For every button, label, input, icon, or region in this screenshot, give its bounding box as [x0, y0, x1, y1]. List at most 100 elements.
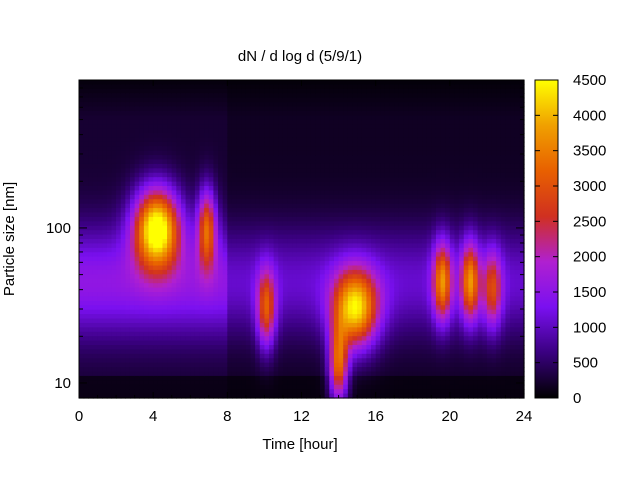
heatmap-cell	[167, 278, 173, 284]
heatmap-cell	[310, 239, 317, 245]
heatmap-cell	[190, 389, 196, 395]
heatmap-cell	[361, 353, 367, 359]
heatmap-cell	[384, 261, 391, 267]
heatmap-cell	[287, 155, 293, 161]
heatmap-cell	[88, 349, 94, 355]
heatmap-cell	[194, 124, 201, 130]
heatmap-cell	[366, 128, 372, 134]
heatmap-cell	[324, 208, 330, 214]
heatmap-cell	[106, 102, 113, 108]
heatmap-cell	[333, 124, 340, 130]
heatmap-cell	[199, 97, 205, 103]
heatmap-cell	[343, 380, 349, 386]
heatmap-cell	[139, 115, 145, 121]
heatmap-cell	[352, 261, 358, 267]
heatmap-cell	[162, 212, 168, 218]
heatmap-cell	[315, 163, 321, 169]
heatmap-cell	[88, 239, 94, 245]
heatmap-cell	[97, 150, 103, 156]
heatmap-cell	[259, 287, 266, 293]
heatmap-cell	[134, 340, 140, 346]
heatmap-cell	[287, 283, 293, 289]
heatmap-cell	[320, 375, 326, 381]
heatmap-cell	[310, 124, 317, 130]
heatmap-cell	[352, 181, 358, 187]
heatmap-cell	[185, 362, 191, 368]
heatmap-cell	[92, 274, 99, 280]
heatmap-cell	[398, 168, 405, 174]
heatmap-cell	[167, 137, 173, 143]
heatmap-cell	[213, 115, 219, 121]
heatmap-cell	[125, 225, 131, 231]
heatmap-cell	[333, 93, 340, 99]
heatmap-cell	[338, 380, 344, 386]
heatmap-cell	[282, 80, 289, 86]
heatmap-cell	[213, 216, 219, 222]
heatmap-cell	[282, 119, 289, 125]
heatmap-cell	[218, 331, 224, 337]
heatmap-cell	[269, 314, 275, 320]
heatmap-cell	[380, 80, 386, 86]
heatmap-cell	[306, 88, 312, 94]
heatmap-cell	[134, 172, 140, 178]
heatmap-cell	[296, 353, 303, 359]
heatmap-cell	[389, 247, 395, 253]
heatmap-cell	[222, 110, 228, 116]
heatmap-cell	[148, 190, 154, 196]
heatmap-cell	[227, 318, 233, 324]
heatmap-cell	[162, 119, 168, 125]
heatmap-cell	[361, 265, 367, 271]
heatmap-cell	[320, 177, 326, 183]
heatmap-cell	[375, 296, 381, 302]
heatmap-cell	[227, 124, 233, 130]
heatmap-cell	[79, 115, 85, 121]
heatmap-cell	[176, 371, 182, 377]
heatmap-cell	[129, 88, 136, 94]
heatmap-cell	[120, 194, 126, 200]
heatmap-cell	[338, 172, 344, 178]
heatmap-cell	[190, 265, 196, 271]
heatmap-cell	[269, 115, 275, 121]
heatmap-cell	[375, 194, 381, 200]
heatmap-cell	[384, 110, 391, 116]
heatmap-cell	[120, 146, 126, 152]
heatmap-cell	[97, 177, 103, 183]
heatmap-cell	[190, 340, 196, 346]
heatmap-cell	[83, 230, 89, 236]
heatmap-cell	[236, 110, 242, 116]
heatmap-cell	[384, 190, 391, 196]
heatmap-cell	[380, 194, 386, 200]
heatmap-cell	[204, 93, 210, 99]
heatmap-cell	[241, 102, 247, 108]
heatmap-cell	[333, 150, 340, 156]
heatmap-cell	[278, 265, 284, 271]
heatmap-cell	[278, 269, 284, 275]
heatmap-cell	[213, 80, 219, 86]
heatmap-cell	[153, 305, 159, 311]
heatmap-cell	[320, 349, 326, 355]
heatmap-cell	[375, 102, 381, 108]
heatmap-cell	[324, 353, 330, 359]
heatmap-cell	[116, 106, 122, 112]
heatmap-cell	[366, 384, 372, 390]
heatmap-cell	[310, 393, 317, 399]
heatmap-cell	[324, 256, 330, 262]
heatmap-cell	[282, 93, 289, 99]
heatmap-cell	[241, 159, 247, 165]
heatmap-cell	[394, 309, 400, 315]
heatmap-cell	[204, 216, 210, 222]
heatmap-cell	[102, 393, 108, 399]
heatmap-cell	[315, 234, 321, 240]
heatmap-cell	[194, 106, 201, 112]
heatmap-cell	[375, 221, 381, 227]
heatmap-cell	[310, 110, 317, 116]
heatmap-cell	[287, 336, 293, 342]
heatmap-cell	[79, 256, 85, 262]
heatmap-cell	[92, 221, 99, 227]
heatmap-cell	[194, 221, 201, 227]
heatmap-cell	[241, 172, 247, 178]
heatmap-cell	[185, 106, 191, 112]
heatmap-cell	[269, 133, 275, 139]
heatmap-cell	[79, 128, 85, 134]
heatmap-cell	[343, 283, 349, 289]
